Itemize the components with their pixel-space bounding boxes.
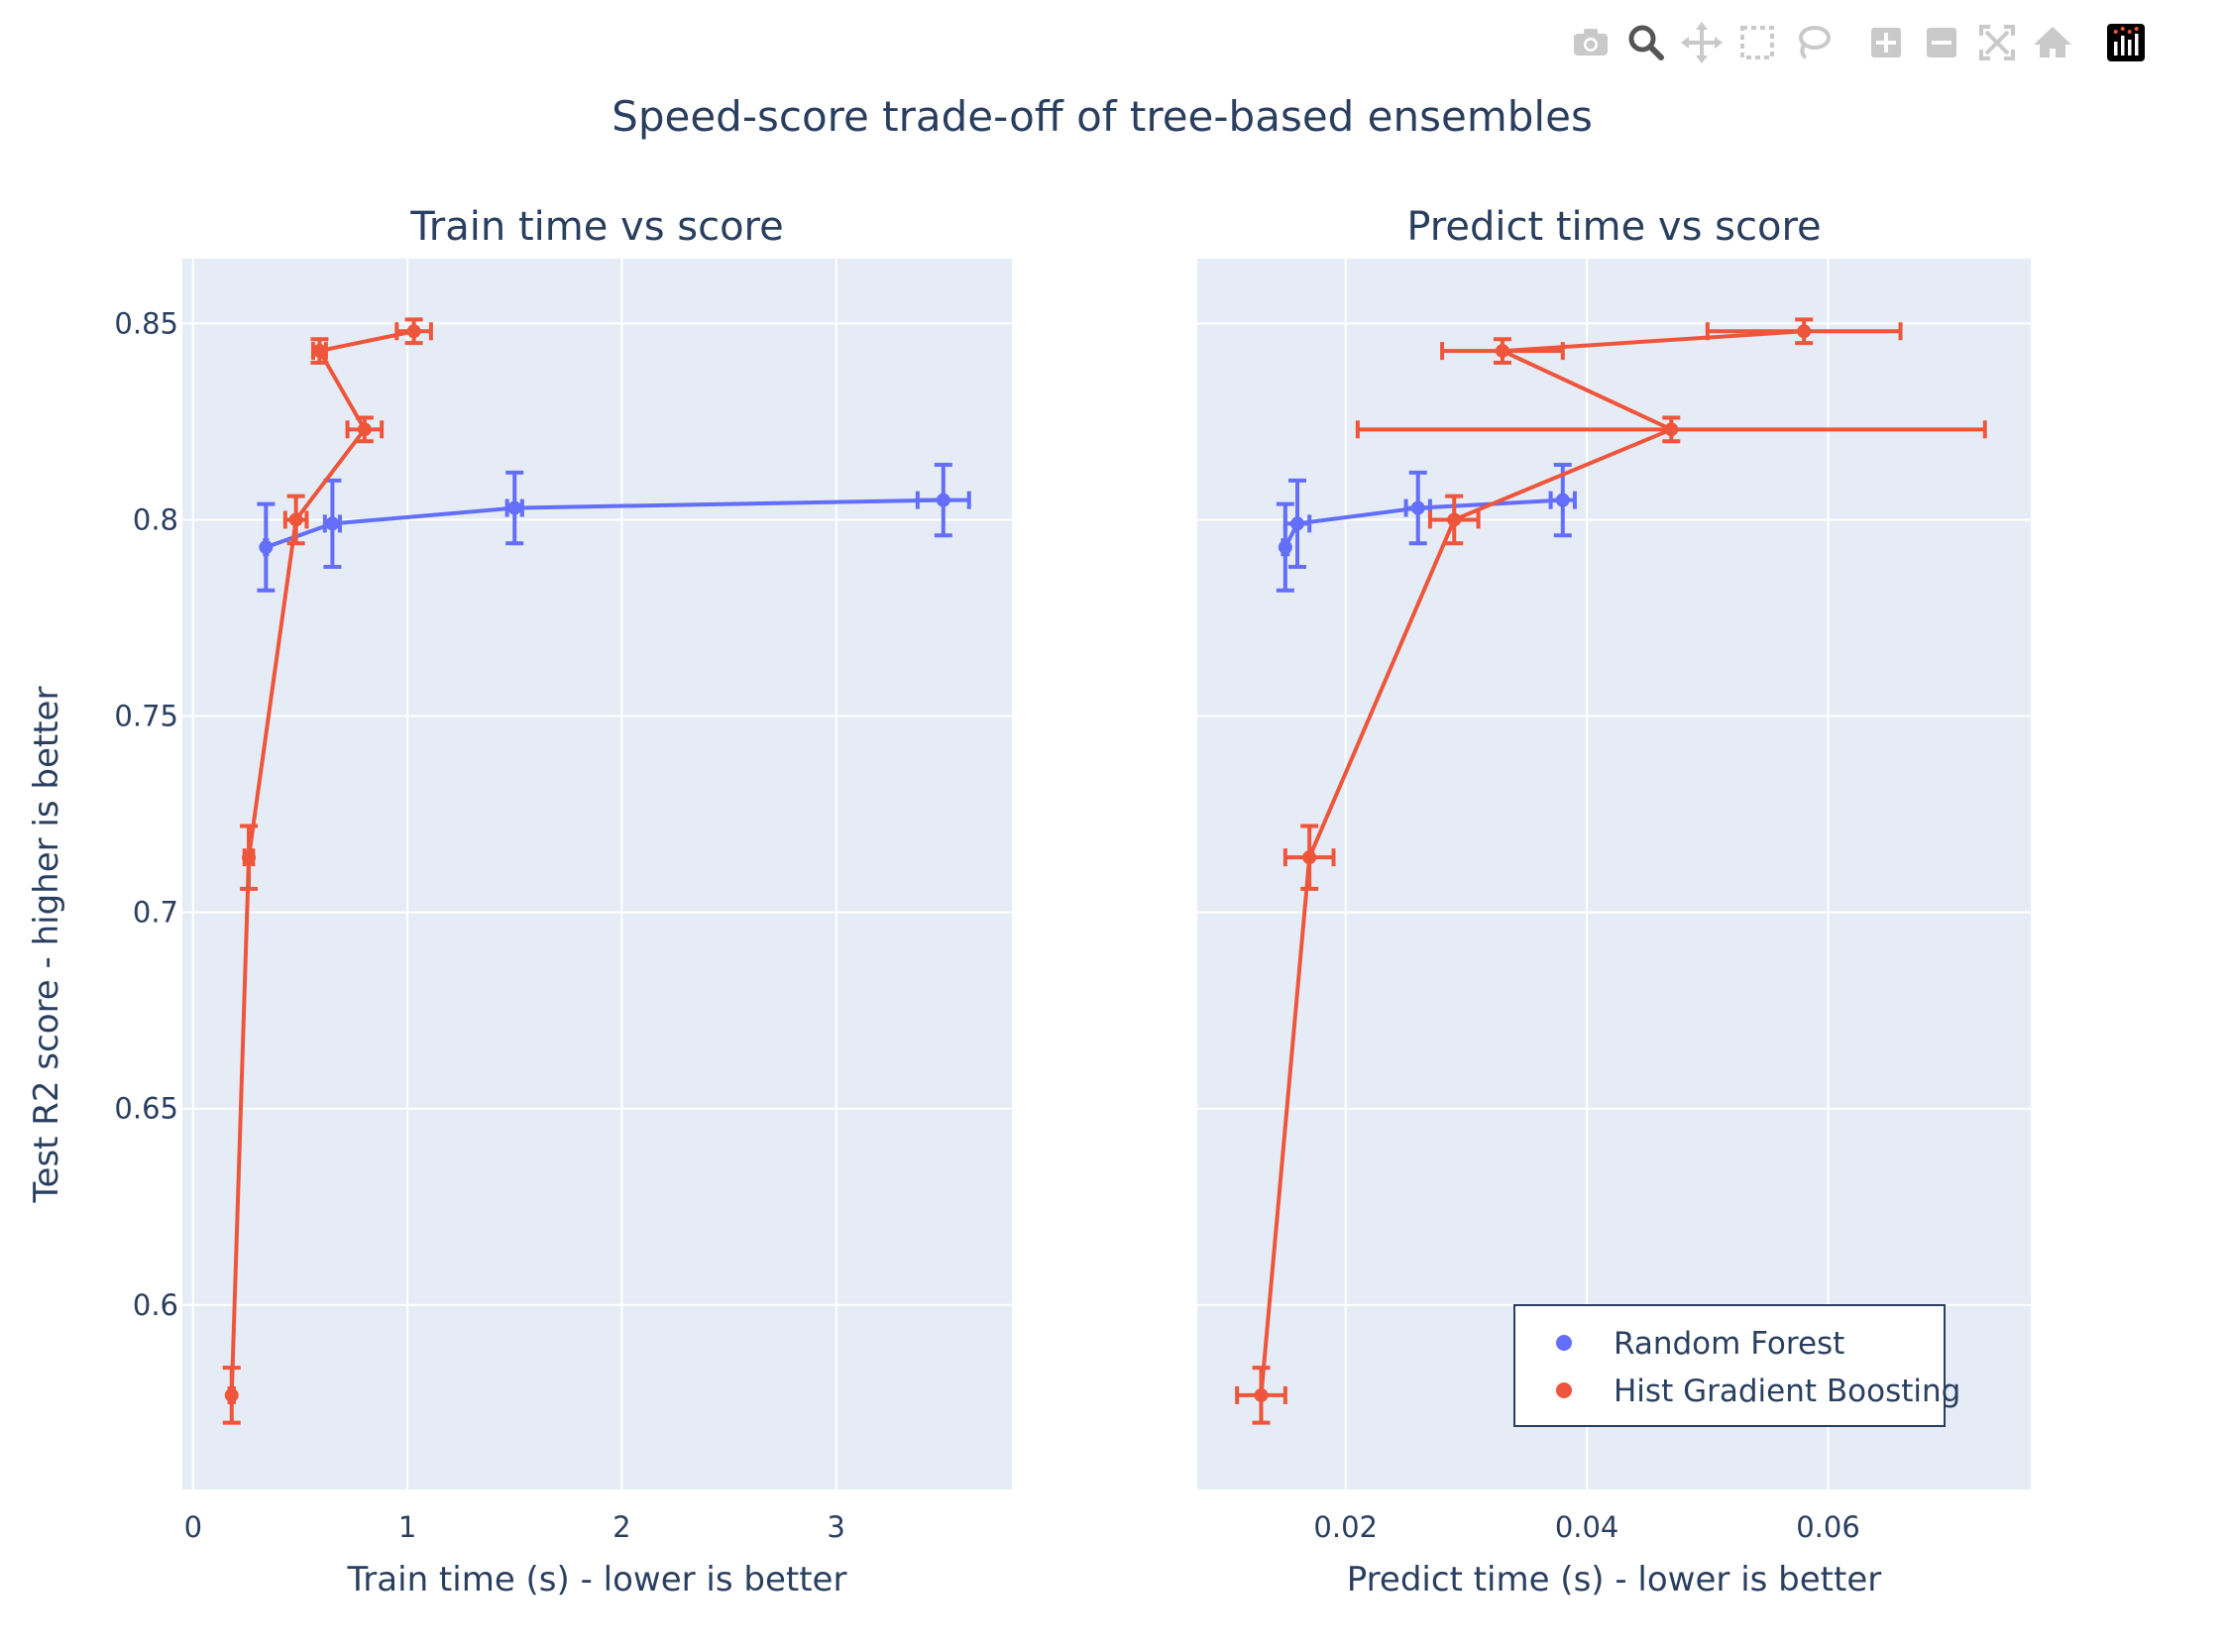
data-point-random-forest[interactable] — [325, 516, 340, 531]
modebar — [1566, 18, 2220, 67]
legend-box — [1513, 1304, 1946, 1427]
data-point-hist-gradient-boosting[interactable] — [1447, 512, 1462, 527]
data-point-hist-gradient-boosting[interactable] — [406, 324, 421, 339]
data-point-hist-gradient-boosting[interactable] — [242, 850, 257, 865]
plot-area[interactable] — [182, 259, 1012, 1489]
data-point-random-forest[interactable] — [259, 540, 274, 555]
data-point-hist-gradient-boosting[interactable] — [312, 344, 327, 359]
lasso-select-icon[interactable] — [1788, 18, 1838, 67]
data-point-random-forest[interactable] — [1290, 516, 1305, 531]
subplot-predict-time: 0.02 0.04 0.06 Predict time vs score Predict… — [1197, 204, 2031, 1599]
data-point-hist-gradient-boosting[interactable] — [1495, 344, 1509, 359]
chart-title: Speed-score trade-off of tree-based ense… — [612, 92, 1593, 141]
x-tick-label: 2 — [613, 1510, 630, 1544]
x-tick-label: 0.04 — [1555, 1510, 1619, 1544]
series-hist-gradient-boosting — [222, 317, 433, 1425]
data-point-hist-gradient-boosting[interactable] — [1302, 850, 1317, 865]
x-tick-label: 0.06 — [1796, 1510, 1860, 1544]
data-point-hist-gradient-boosting[interactable] — [1664, 422, 1679, 437]
subplot-train-time: 0 1 2 3 0.6 0.65 0.7 0.75 0.8 0.85 Train time vs s… — [114, 204, 1012, 1599]
data-point-random-forest[interactable] — [1410, 500, 1425, 515]
x-tick-label: 0 — [184, 1510, 202, 1544]
autoscale-icon[interactable] — [1972, 18, 2022, 67]
data-point-random-forest[interactable] — [1555, 493, 1570, 507]
zoom-out-icon[interactable] — [1917, 18, 1966, 67]
data-point-hist-gradient-boosting[interactable] — [224, 1387, 239, 1402]
zoom-icon[interactable] — [1621, 18, 1671, 67]
legend-item-hist-gradient-boosting[interactable]: Hist Gradient Boosting — [1556, 1374, 1960, 1409]
subplot-title: Predict time vs score — [1406, 204, 1821, 250]
x-tick-label: 3 — [827, 1510, 844, 1544]
series-hist-gradient-boosting — [1235, 317, 1987, 1425]
y-tick-label: 0.7 — [133, 896, 178, 930]
subplot-title: Train time vs score — [409, 204, 783, 250]
series-random-forest — [257, 462, 971, 593]
legend-item-random-forest[interactable]: Random Forest — [1556, 1326, 1844, 1362]
plot-area[interactable] — [1197, 259, 2031, 1489]
data-point-random-forest[interactable] — [936, 493, 950, 507]
series-line-hist-gradient-boosting — [1259, 329, 1805, 1396]
reset-axes-icon[interactable] — [2028, 18, 2077, 67]
x-axis-title: Predict time (s) - lower is better — [1347, 1560, 1881, 1599]
data-point-hist-gradient-boosting[interactable] — [1797, 324, 1812, 339]
data-layer — [1235, 317, 1987, 1425]
data-point-random-forest[interactable] — [507, 500, 522, 515]
series-line-random-forest — [265, 497, 944, 550]
data-point-hist-gradient-boosting[interactable] — [288, 512, 303, 527]
camera-icon[interactable] — [1566, 18, 1616, 67]
pan-icon[interactable] — [1677, 18, 1727, 67]
data-point-hist-gradient-boosting[interactable] — [1254, 1387, 1269, 1402]
data-layer — [222, 317, 971, 1425]
series-line-hist-gradient-boosting — [229, 329, 414, 1395]
zoom-in-icon[interactable] — [1861, 18, 1911, 67]
legend-label-hist-gradient-boosting: Hist Gradient Boosting — [1614, 1374, 1960, 1409]
y-tick-label: 0.6 — [133, 1288, 178, 1322]
x-tick-label: 0.02 — [1313, 1510, 1378, 1544]
y-tick-label: 0.8 — [133, 502, 178, 536]
y-axis-title: Test R2 score - higher is better — [27, 687, 66, 1204]
legend-marker-hist-gradient-boosting — [1556, 1382, 1572, 1398]
data-point-random-forest[interactable] — [1278, 540, 1292, 555]
box-select-icon[interactable] — [1732, 18, 1782, 67]
legend-marker-random-forest — [1556, 1335, 1572, 1351]
x-tick-label: 1 — [398, 1510, 416, 1544]
x-axis-title: Train time (s) - lower is better — [347, 1560, 847, 1599]
legend-label-random-forest: Random Forest — [1614, 1326, 1844, 1362]
y-tick-label: 0.75 — [114, 700, 178, 733]
legend: Random Forest Hist Gradient Boosting — [1513, 1304, 1960, 1427]
y-tick-label: 0.85 — [114, 306, 178, 340]
plotly-logo-icon[interactable] — [2101, 18, 2151, 67]
data-point-hist-gradient-boosting[interactable] — [357, 422, 372, 437]
y-tick-label: 0.65 — [114, 1092, 178, 1126]
